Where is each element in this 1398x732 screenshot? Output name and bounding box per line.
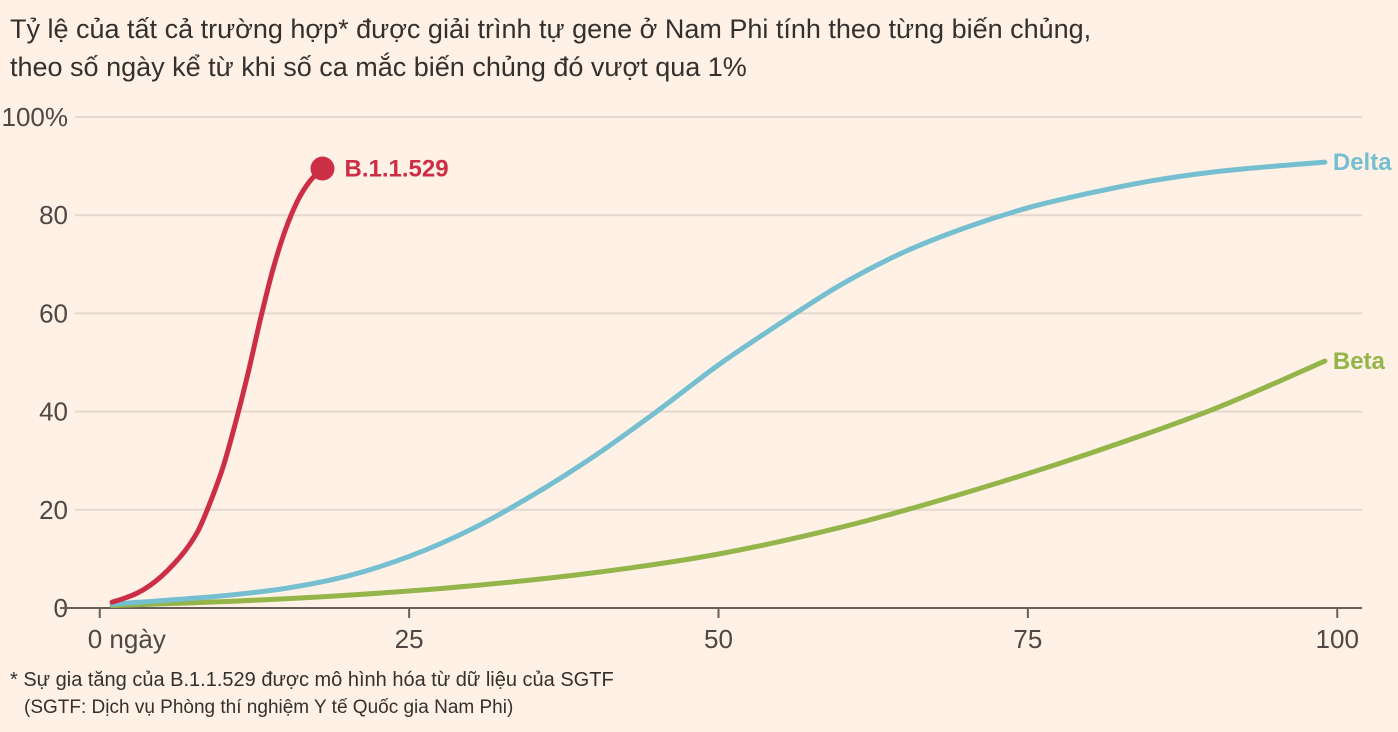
y-tick-label: 60 <box>39 298 68 328</box>
x-tick-label: 75 <box>1013 624 1042 654</box>
y-tick-label: 100% <box>2 102 69 132</box>
chart-title-line-1: Tỷ lệ của tất cả trường hợp* được giải t… <box>10 14 1092 44</box>
y-tick-label: 40 <box>39 397 68 427</box>
series-line-beta <box>109 358 1328 609</box>
y-tick-label: 20 <box>39 495 68 525</box>
series-labels: Beta Delta B.1.1.529 <box>345 149 1393 375</box>
footnote-model: * Sự gia tăng của B.1.1.529 được mô hình… <box>10 669 614 691</box>
x-tick-label: 50 <box>704 624 733 654</box>
series-label-delta: Delta <box>1333 149 1392 176</box>
chart-title-line-2: theo số ngày kể từ khi số ca mắc biến ch… <box>10 52 747 82</box>
footnote-sgtf: (SGTF: Dịch vụ Phòng thí nghiệm Y tế Quố… <box>24 697 514 718</box>
y-tick-label: 80 <box>39 200 68 230</box>
footnote: * Sự gia tăng của B.1.1.529 được mô hình… <box>10 666 614 722</box>
x-tick-label: 100 <box>1316 624 1359 654</box>
series-line-b-1-1-529 <box>109 166 325 605</box>
series-line-delta <box>109 159 1328 607</box>
series-label-b-1-1-529: B.1.1.529 <box>345 156 449 183</box>
series-lines <box>109 156 1328 609</box>
x-axis: 0 ngày 25 50 75 100 <box>60 607 1362 654</box>
x-tick-label: 0 ngày <box>88 624 166 654</box>
x-tick-label: 25 <box>395 624 424 654</box>
series-label-beta: Beta <box>1333 348 1386 375</box>
series-end-marker-b-1-1-529 <box>310 156 335 181</box>
chart-title: Tỷ lệ của tất cả trường hợp* được giải t… <box>10 10 1390 86</box>
